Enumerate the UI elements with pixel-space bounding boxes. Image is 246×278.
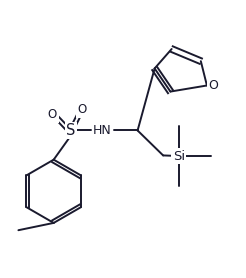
Text: O: O	[77, 103, 86, 116]
Text: O: O	[208, 79, 218, 92]
Text: HN: HN	[93, 124, 112, 137]
Text: O: O	[48, 108, 57, 121]
Text: S: S	[66, 123, 75, 138]
Text: Si: Si	[173, 150, 185, 163]
